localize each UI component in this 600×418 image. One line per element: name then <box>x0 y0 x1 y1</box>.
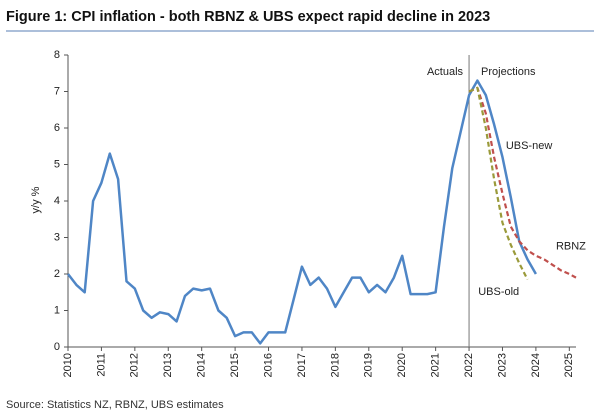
series-line <box>468 86 529 280</box>
x-tick-label: 2017 <box>296 353 308 377</box>
chart-title: Figure 1: CPI inflation - both RBNZ & UB… <box>6 9 490 25</box>
x-tick-label: 2022 <box>463 353 475 377</box>
annotation: Actuals <box>427 66 464 78</box>
x-tick-label: 2013 <box>162 353 174 377</box>
y-axis-label: y/y % <box>30 186 42 213</box>
source: Source: Statistics NZ, RBNZ, UBS estimat… <box>6 399 224 411</box>
y-tick-label: 0 <box>54 341 60 353</box>
y-tick-label: 7 <box>54 85 60 97</box>
x-tick-label: 2010 <box>62 353 74 377</box>
x-tick-label: 2015 <box>229 353 241 377</box>
x-tick-label: 2014 <box>196 353 208 377</box>
annotation: Projections <box>481 66 536 78</box>
series-label: UBS-old <box>478 286 519 298</box>
x-tick-label: 2020 <box>396 353 408 377</box>
x-tick-label: 2023 <box>496 353 508 377</box>
x-tick-label: 2024 <box>530 353 542 377</box>
y-tick-label: 5 <box>54 158 60 170</box>
series-line <box>67 79 537 345</box>
series-label: RBNZ <box>556 241 586 253</box>
series-line <box>468 86 577 279</box>
y-tick-label: 3 <box>54 231 60 243</box>
x-tick-label: 2019 <box>363 353 375 377</box>
x-tick-label: 2012 <box>129 353 141 377</box>
y-tick-label: 2 <box>54 268 60 280</box>
x-tick-label: 2016 <box>262 353 274 377</box>
x-tick-label: 2021 <box>430 353 442 377</box>
y-tick-label: 1 <box>54 304 60 316</box>
series-label: UBS-new <box>506 140 553 152</box>
y-tick-label: 4 <box>54 195 60 207</box>
x-tick-label: 2018 <box>329 353 341 377</box>
x-tick-label: 2011 <box>95 353 107 377</box>
y-tick-label: 6 <box>54 122 60 134</box>
x-tick-label: 2025 <box>563 353 575 377</box>
y-tick-label: 8 <box>54 49 60 61</box>
